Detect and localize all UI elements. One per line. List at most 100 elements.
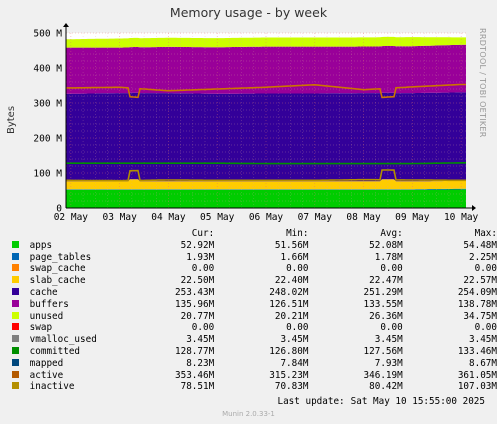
legend-header-max: Max:: [474, 228, 497, 239]
legend-cur-value: 128.77M: [175, 345, 215, 357]
y-tick-label: 200 M: [33, 134, 62, 145]
legend-row-vmalloc-used: vmalloc_used 3.45M 3.45M 3.45M 3.45M: [12, 334, 497, 346]
last-update-value: Sat May 10 15:55:00 2025: [350, 396, 485, 407]
y-axis-arrow: [63, 23, 69, 27]
legend-swatch: [12, 299, 19, 307]
legend-cur-value: 0.00: [191, 322, 215, 334]
y-axis-label: Bytes: [6, 106, 17, 134]
legend-avg-value: 7.93M: [374, 357, 403, 369]
legend-max-value: 2.25M: [469, 251, 497, 263]
legend-min-value: 7.84M: [280, 357, 309, 369]
legend-avg-value: 3.45M: [374, 334, 403, 346]
x-tick-label: 02 May: [54, 212, 89, 223]
legend-min-value: 315.23M: [269, 369, 309, 381]
legend-avg-value: 251.29M: [363, 286, 403, 298]
line-inactive: [66, 169, 466, 182]
legend-swatch: [12, 276, 19, 284]
legend-max-value: 133.46M: [457, 345, 497, 357]
area-slab-cache: [66, 179, 466, 190]
legend-swatch: [12, 346, 19, 354]
y-tick-label: 100 M: [33, 169, 62, 180]
legend-series-name: slab_cache: [29, 275, 86, 287]
legend-row-committed: committed 128.77M 126.80M 127.56M 133.46M: [12, 346, 497, 358]
legend-avg-value: 80.42M: [369, 381, 403, 393]
legend-cur-value: 3.45M: [186, 334, 215, 346]
y-tick-label: 0: [56, 204, 62, 215]
legend-series-name: swap: [29, 322, 53, 334]
legend-row-slab-cache: slab_cache 22.50M 22.40M 22.47M 22.57M: [12, 275, 497, 287]
legend-row-buffers: buffers 135.96M 126.51M 133.55M 138.78M: [12, 299, 497, 311]
y-tick-label: 400 M: [33, 64, 62, 75]
line-committed: [66, 162, 466, 165]
legend-row-unused: unused 20.77M 20.21M 26.36M 34.75M: [12, 311, 497, 323]
legend-avg-value: 1.78M: [374, 251, 403, 263]
y-tick-label: 500 M: [33, 29, 62, 40]
x-tick-label: 07 May: [298, 212, 333, 223]
legend-row-inactive: inactive 78.51M 70.83M 80.42M 107.03M: [12, 381, 497, 393]
legend-avg-value: 346.19M: [363, 369, 403, 381]
legend-row-active: active 353.46M 315.23M 346.19M 361.05M: [12, 370, 497, 382]
x-tick-labels: 02 May 03 May 04 May 05 May 06 May 07 May 08 M…: [54, 212, 479, 223]
legend-series-name: committed: [29, 345, 81, 357]
legend-table: Cur: Min: Avg: Max: apps 52.92M 51.56M 52.0…: [12, 228, 497, 393]
legend-series-name: mapped: [29, 357, 64, 369]
last-update: Last update: Sat May 10 15:55:00 2025: [271, 396, 485, 407]
y-tick-label: 300 M: [33, 99, 62, 110]
legend-max-value: 361.05M: [457, 369, 497, 381]
legend-header-row: Cur: Min: Avg: Max:: [12, 228, 497, 240]
legend-max-value: 0.00: [474, 322, 497, 334]
legend-cur-value: 353.46M: [175, 369, 215, 381]
legend-swatch: [12, 252, 19, 260]
last-update-label: Last update:: [277, 396, 345, 407]
legend-cur-value: 135.96M: [175, 298, 215, 310]
legend-min-value: 70.83M: [274, 381, 309, 393]
legend-avg-value: 0.00: [380, 322, 403, 334]
legend-row-cache: cache 253.43M 248.02M 251.29M 254.09M: [12, 287, 497, 299]
legend-max-value: 0.00: [474, 263, 497, 275]
rrdtool-watermark: RRDTOOL / TOBI OETIKER: [478, 28, 487, 138]
legend-min-value: 126.51M: [269, 298, 309, 310]
x-tick-label: 05 May: [200, 212, 235, 223]
legend-cur-value: 253.43M: [175, 286, 215, 298]
legend-min-value: 0.00: [286, 263, 309, 275]
legend-max-value: 54.48M: [463, 239, 497, 251]
legend-cur-value: 20.77M: [180, 310, 215, 322]
legend-max-value: 22.57M: [463, 275, 497, 287]
legend-row-swap: swap 0.00 0.00 0.00 0.00: [12, 322, 497, 334]
legend-series-name: vmalloc_used: [29, 334, 97, 346]
legend-row-swap-cache: swap_cache 0.00 0.00 0.00 0.00: [12, 263, 497, 275]
chart-title: Memory usage - by week: [169, 5, 328, 20]
legend-min-value: 248.02M: [269, 286, 309, 298]
legend-cur-value: 0.00: [191, 263, 215, 275]
legend-cur-value: 8.23M: [186, 357, 215, 369]
legend-series-name: cache: [29, 286, 58, 298]
legend-series-name: page_tables: [29, 251, 92, 263]
legend-min-value: 1.66M: [280, 251, 309, 263]
legend-swatch: [12, 287, 19, 295]
legend-row-mapped: mapped 8.23M 7.84M 7.93M 8.67M: [12, 358, 497, 370]
x-tick-label: 09 May: [395, 212, 430, 223]
munin-version: Munin 2.0.33-1: [222, 410, 275, 418]
legend-series-name: inactive: [29, 381, 75, 393]
legend-series-name: apps: [29, 239, 53, 251]
legend-avg-value: 22.47M: [369, 275, 403, 287]
legend-max-value: 3.45M: [469, 334, 497, 346]
legend-cur-value: 78.51M: [180, 381, 215, 393]
legend-swatch: [12, 382, 19, 390]
legend-swatch: [12, 264, 19, 272]
legend-max-value: 107.03M: [457, 381, 497, 393]
x-tick-label: 06 May: [249, 212, 284, 223]
legend-swatch: [12, 358, 19, 366]
legend-min-value: 0.00: [286, 322, 309, 334]
x-tick-label: 08 May: [346, 212, 381, 223]
x-axis-arrow: [472, 205, 476, 211]
legend-avg-value: 26.36M: [369, 310, 403, 322]
legend-avg-value: 0.00: [380, 263, 403, 275]
legend-min-value: 126.80M: [269, 345, 309, 357]
legend-cur-value: 52.92M: [180, 239, 215, 251]
series-lines: [66, 83, 466, 182]
x-tick-label: 04 May: [151, 212, 186, 223]
legend-avg-value: 127.56M: [363, 345, 403, 357]
legend-swatch: [12, 311, 19, 319]
